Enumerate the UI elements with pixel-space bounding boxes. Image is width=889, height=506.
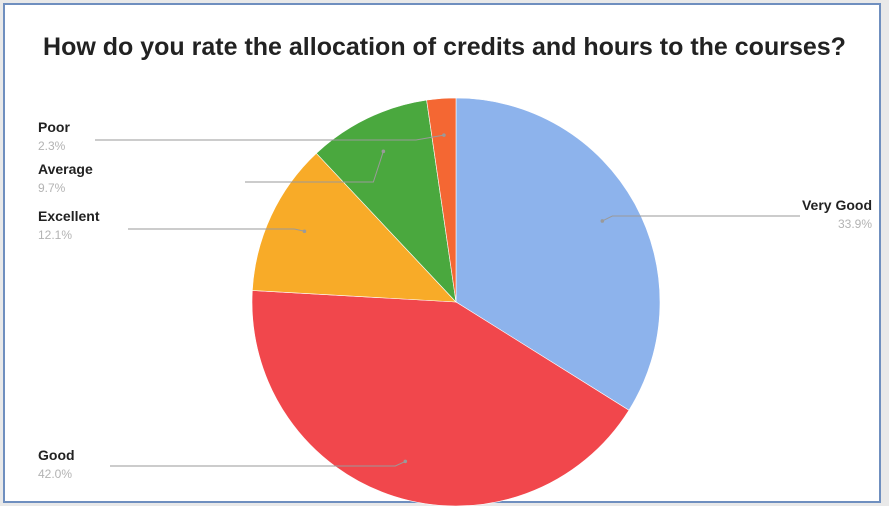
slice-labels: Very Good 33.9% Good 42.0% Excellent 12.1% Ave… xyxy=(38,119,872,481)
slice-label-name: Excellent xyxy=(38,208,100,224)
leader-line-poor xyxy=(95,134,445,141)
pie-slice-poor xyxy=(426,97,457,303)
slice-label-name: Poor xyxy=(38,119,70,135)
slice-label-percent: 33.9% xyxy=(838,217,872,231)
slice-label-percent: 42.0% xyxy=(38,467,72,481)
slice-label-percent: 2.3% xyxy=(38,139,66,153)
leader-dot xyxy=(442,133,446,137)
leader-line-average xyxy=(245,151,384,183)
slice-label-name: Good xyxy=(38,447,75,463)
leader-dot xyxy=(302,229,307,234)
slice-label-name: Very Good xyxy=(802,197,872,213)
pie-slices xyxy=(251,97,661,506)
leader-dot xyxy=(381,149,386,154)
slice-label-percent: 9.7% xyxy=(38,181,66,195)
pie-slice-average xyxy=(315,99,457,303)
leader-dot xyxy=(600,219,605,223)
leader-line-very-good xyxy=(602,215,800,222)
slice-label-name: Average xyxy=(38,161,93,177)
leader-dot xyxy=(403,459,408,464)
pie-slice-excellent xyxy=(252,152,457,303)
pie-slice-good xyxy=(251,290,630,506)
leader-lines xyxy=(95,133,800,467)
pie-slice-very-good xyxy=(455,97,661,411)
leader-line-good xyxy=(110,460,406,467)
chart-title: How do you rate the allocation of credit… xyxy=(43,33,846,61)
slice-label-percent: 12.1% xyxy=(38,228,72,242)
leader-line-excellent xyxy=(128,228,305,232)
